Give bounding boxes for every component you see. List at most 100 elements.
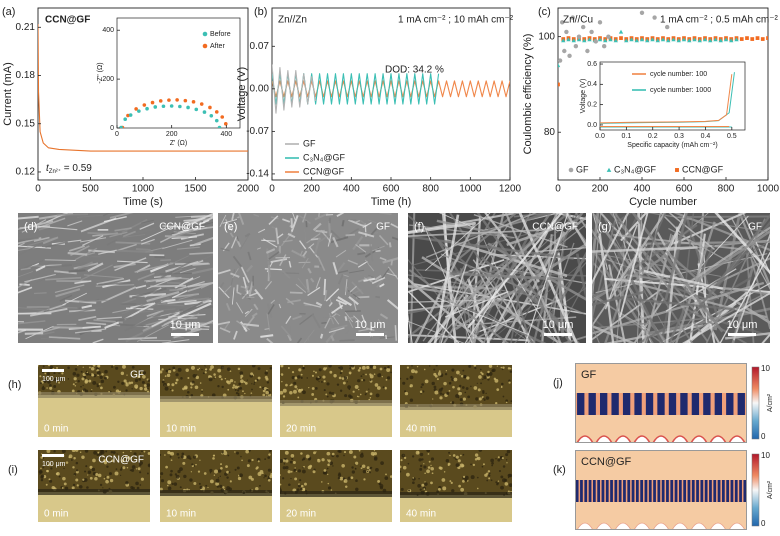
texture	[91, 467, 96, 472]
texture	[295, 470, 297, 472]
texture	[453, 377, 458, 382]
texture	[226, 486, 231, 490]
texture	[62, 476, 66, 481]
texture	[360, 375, 363, 378]
texture	[280, 483, 282, 486]
electrolyte	[400, 495, 512, 522]
marker	[629, 37, 634, 42]
marker	[208, 105, 212, 110]
image-panel	[38, 450, 150, 522]
texture	[287, 232, 296, 239]
texture	[316, 377, 320, 381]
texture	[460, 268, 468, 343]
marker	[681, 37, 687, 42]
texture	[239, 386, 243, 390]
legend-label: CCN@GF	[682, 164, 724, 174]
texture	[97, 457, 100, 460]
texture	[163, 382, 167, 387]
texture	[400, 487, 404, 491]
texture	[341, 377, 345, 380]
texture	[242, 390, 244, 393]
texture	[322, 375, 326, 379]
texture	[183, 321, 213, 325]
texture	[290, 383, 293, 386]
texture	[235, 238, 242, 248]
texture	[117, 260, 148, 264]
texture	[237, 367, 241, 371]
texture	[414, 370, 418, 374]
texture	[290, 218, 294, 228]
y-tick-label: -0.14	[246, 169, 269, 180]
texture	[184, 386, 188, 390]
texture	[51, 379, 54, 382]
marker	[223, 122, 228, 126]
texture	[291, 371, 295, 374]
texture	[420, 386, 423, 389]
texture	[346, 381, 348, 383]
texture	[431, 381, 435, 386]
texture	[370, 227, 378, 236]
texture	[328, 391, 332, 395]
texture	[180, 455, 184, 459]
interface	[400, 492, 512, 498]
marker	[745, 36, 749, 40]
texture	[224, 377, 227, 380]
texture	[477, 388, 481, 392]
value-text: = 0.59	[61, 163, 92, 174]
legend-label: After	[210, 43, 225, 50]
texture	[425, 213, 537, 258]
texture	[198, 367, 201, 370]
texture	[94, 476, 98, 481]
texture	[63, 482, 67, 486]
texture	[18, 241, 45, 257]
y-tick-label: -0.07	[246, 126, 269, 137]
texture	[424, 481, 426, 483]
texture	[262, 389, 266, 393]
texture	[348, 219, 364, 227]
texture	[481, 465, 484, 468]
texture	[96, 316, 122, 320]
texture	[462, 369, 465, 372]
texture	[408, 228, 551, 237]
texture	[298, 215, 311, 225]
texture	[285, 459, 289, 463]
texture	[65, 306, 103, 316]
marker	[158, 99, 163, 103]
texture	[394, 325, 398, 341]
texture	[130, 450, 132, 453]
texture	[539, 242, 575, 337]
texture	[310, 277, 315, 283]
texture	[100, 386, 103, 390]
texture	[302, 365, 305, 367]
texture	[337, 296, 353, 307]
legend-label: C₃N₄@GF	[614, 164, 656, 174]
texture	[401, 453, 406, 458]
texture	[67, 220, 83, 227]
electrode-band	[575, 480, 747, 502]
texture	[341, 370, 343, 373]
texture	[375, 393, 380, 398]
texture	[139, 461, 143, 465]
texture	[18, 219, 54, 231]
texture	[343, 478, 348, 483]
texture	[357, 369, 361, 372]
texture	[125, 389, 128, 392]
texture	[171, 290, 188, 299]
texture	[161, 339, 190, 343]
texture	[418, 478, 420, 480]
texture	[419, 390, 423, 394]
texture	[213, 373, 216, 376]
texture	[227, 454, 230, 457]
electrolyte	[280, 494, 392, 522]
texture	[478, 397, 482, 401]
x-tick-label: 1000	[757, 184, 780, 195]
texture	[408, 258, 442, 300]
marker	[153, 105, 158, 109]
texture	[105, 450, 108, 453]
panel-label: (k)	[553, 464, 566, 476]
texture	[72, 372, 77, 376]
texture	[106, 239, 118, 246]
texture	[450, 481, 453, 484]
texture	[215, 481, 219, 486]
texture	[300, 487, 303, 491]
